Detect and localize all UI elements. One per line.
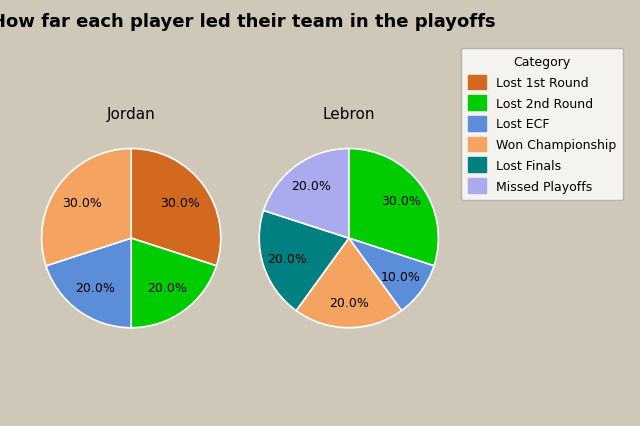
Wedge shape bbox=[349, 239, 434, 311]
Text: 20.0%: 20.0% bbox=[76, 281, 115, 294]
Text: 20.0%: 20.0% bbox=[291, 180, 331, 193]
Wedge shape bbox=[131, 149, 221, 266]
Wedge shape bbox=[46, 239, 131, 328]
Wedge shape bbox=[259, 211, 349, 311]
Legend: Lost 1st Round, Lost 2nd Round, Lost ECF, Won Championship, Lost Finals, Missed : Lost 1st Round, Lost 2nd Round, Lost ECF… bbox=[461, 49, 623, 201]
Text: 30.0%: 30.0% bbox=[62, 196, 102, 209]
Title: Lebron: Lebron bbox=[323, 106, 375, 121]
Text: 20.0%: 20.0% bbox=[147, 281, 187, 294]
Text: 30.0%: 30.0% bbox=[381, 194, 421, 207]
Wedge shape bbox=[42, 149, 131, 266]
Wedge shape bbox=[296, 239, 401, 328]
Wedge shape bbox=[264, 149, 349, 239]
Text: 20.0%: 20.0% bbox=[268, 252, 307, 265]
Title: Jordan: Jordan bbox=[107, 106, 156, 121]
Text: 10.0%: 10.0% bbox=[381, 270, 421, 283]
Wedge shape bbox=[349, 149, 438, 266]
Text: How far each player led their team in the playoffs: How far each player led their team in th… bbox=[0, 13, 495, 31]
Text: 20.0%: 20.0% bbox=[329, 296, 369, 309]
Wedge shape bbox=[131, 239, 216, 328]
Text: 30.0%: 30.0% bbox=[161, 196, 200, 209]
